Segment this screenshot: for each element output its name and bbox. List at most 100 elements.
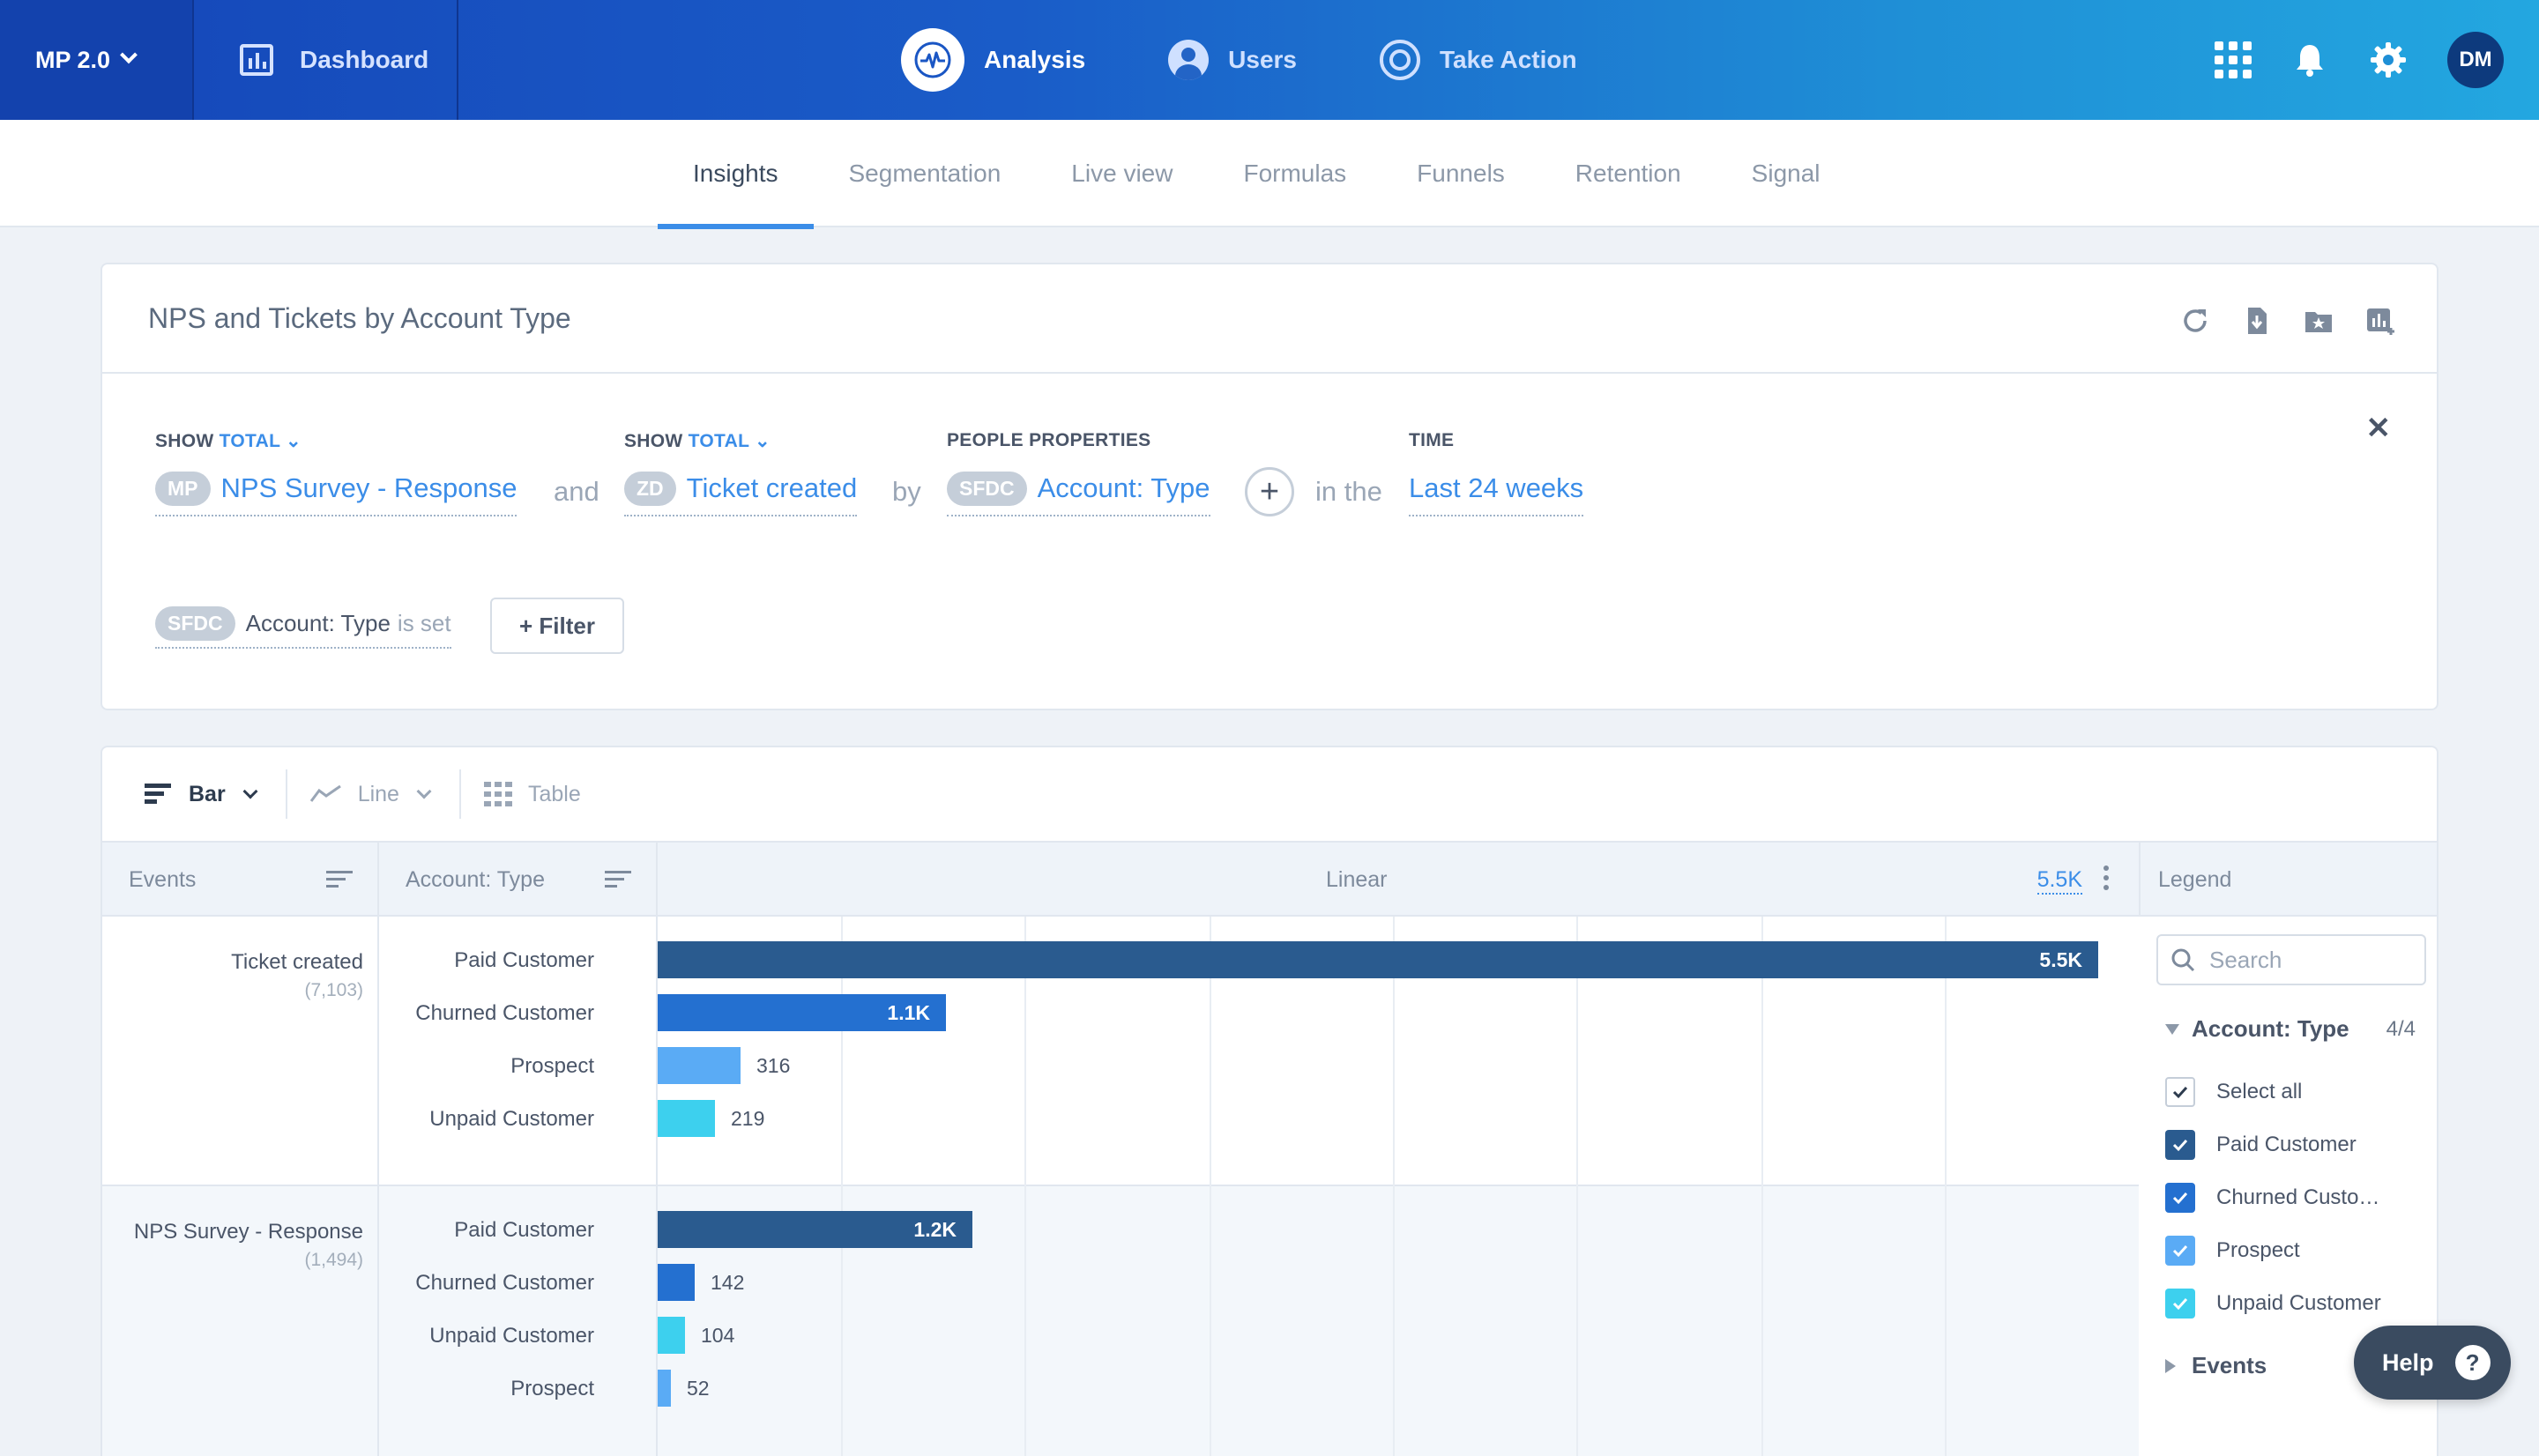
legend-item-paid-customer[interactable]: Paid Customer — [2165, 1130, 2357, 1160]
add-to-dashboard-icon[interactable] — [2364, 305, 2396, 337]
legend-item-unpaid-customer[interactable]: Unpaid Customer — [2165, 1289, 2381, 1319]
tab-formulas[interactable]: Formulas — [1243, 160, 1347, 187]
source-badge-sfdc: SFDC — [155, 605, 235, 641]
bar[interactable]: 1.1K — [658, 994, 946, 1031]
chevron-down-icon — [242, 784, 258, 799]
checkbox[interactable] — [2165, 1183, 2195, 1213]
project-switcher[interactable]: MP 2.0 — [0, 0, 192, 120]
legend-item-prospect[interactable]: Prospect — [2165, 1236, 2300, 1266]
sort-icon[interactable] — [326, 871, 353, 890]
report-title[interactable]: NPS and Tickets by Account Type — [148, 301, 571, 334]
more-options-icon[interactable] — [2103, 865, 2109, 895]
col-property-header: Account: Type — [406, 866, 545, 892]
viz-line-label: Line — [357, 781, 399, 806]
filter-operator: is set — [397, 609, 451, 636]
table-icon — [483, 782, 512, 806]
bar[interactable] — [658, 1264, 695, 1301]
nav-analysis-label: Analysis — [984, 46, 1086, 73]
legend-group-count: 4/4 — [2386, 1016, 2416, 1041]
legend-item-churned-customer[interactable]: Churned Custo… — [2165, 1183, 2379, 1213]
bell-icon[interactable] — [2294, 42, 2326, 78]
add-filter-button[interactable]: + Filter — [490, 598, 624, 654]
chevron-down-icon: ⌄ — [754, 431, 771, 451]
tab-insights[interactable]: Insights — [658, 120, 814, 229]
nav-take-action[interactable]: Take Action — [1380, 40, 1577, 80]
viz-table-button[interactable]: Table — [483, 769, 611, 819]
help-button[interactable]: Help ? — [2354, 1326, 2511, 1400]
scale-label[interactable]: Linear — [1326, 866, 1388, 892]
nav-users-label: Users — [1228, 46, 1298, 73]
category-label: Unpaid Customer — [429, 1324, 594, 1348]
property-selector[interactable]: SFDC Account: Type — [947, 467, 1210, 516]
checkbox[interactable] — [2165, 1130, 2195, 1160]
event-name: NPS Survey - Response — [133, 1220, 363, 1244]
gear-icon[interactable] — [2370, 41, 2407, 78]
event-selector-2[interactable]: ZD Ticket created — [624, 467, 858, 516]
time-value: Last 24 weeks — [1409, 472, 1584, 503]
save-bookmark-icon[interactable] — [2303, 305, 2334, 337]
tab-live-view[interactable]: Live view — [1071, 160, 1173, 187]
show-value-1: TOTAL — [219, 431, 280, 451]
event-selector-1[interactable]: MP NPS Survey - Response — [155, 467, 517, 516]
and-text: and — [554, 476, 599, 507]
show-selector-2[interactable]: SHOW TOTAL ⌄ — [624, 430, 771, 452]
dashboard-link[interactable]: Dashboard — [192, 0, 458, 120]
chevron-down-icon — [416, 784, 432, 799]
table-header: Events Account: Type Linear 5.5K Legend — [102, 843, 2437, 917]
nav-users[interactable]: Users — [1168, 40, 1297, 80]
export-icon[interactable] — [2241, 305, 2273, 337]
category-label: Churned Customer — [415, 1001, 594, 1025]
source-badge-sfdc: SFDC — [947, 471, 1027, 506]
bar-value-label: 219 — [731, 1107, 765, 1130]
bar[interactable] — [658, 1317, 685, 1354]
category-label: Unpaid Customer — [429, 1107, 594, 1131]
bar[interactable] — [658, 1047, 741, 1084]
checkbox[interactable] — [2165, 1236, 2195, 1266]
legend-select-all[interactable]: Select all — [2165, 1077, 2302, 1107]
checkbox[interactable] — [2165, 1289, 2195, 1319]
add-property-button[interactable]: + — [1245, 467, 1294, 516]
tab-signal[interactable]: Signal — [1751, 160, 1820, 187]
help-label: Help — [2382, 1348, 2434, 1376]
bar-chart-icon — [145, 784, 171, 804]
bar[interactable]: 1.2K — [658, 1211, 972, 1248]
legend-search-input[interactable]: Search — [2156, 934, 2426, 985]
bar-value-label: 104 — [701, 1324, 735, 1347]
legend-events-label: Events — [2192, 1352, 2267, 1378]
refresh-icon[interactable] — [2179, 305, 2211, 337]
event-name-2: Ticket created — [686, 472, 858, 503]
checkbox[interactable] — [2165, 1077, 2195, 1107]
legend-item-label: Paid Customer — [2216, 1133, 2357, 1156]
tab-segmentation[interactable]: Segmentation — [848, 160, 1001, 187]
property-name: Account: Type — [1037, 472, 1210, 503]
time-selector[interactable]: Last 24 weeks — [1409, 467, 1584, 516]
nav-analysis[interactable]: Analysis — [901, 28, 1085, 92]
show-value-2: TOTAL — [688, 431, 749, 451]
tab-funnels[interactable]: Funnels — [1417, 160, 1505, 187]
viz-bar-button[interactable]: Bar — [145, 769, 287, 819]
tab-retention[interactable]: Retention — [1575, 160, 1681, 187]
avatar[interactable]: DM — [2447, 32, 2504, 88]
search-placeholder: Search — [2209, 946, 2282, 973]
report-title-bar: NPS and Tickets by Account Type — [102, 264, 2437, 374]
filter-clause[interactable]: SFDC Account: Type is set — [155, 603, 451, 649]
in-the-text: in the — [1315, 476, 1382, 507]
filter-property: Account: Type — [245, 609, 391, 636]
category-label: Prospect — [510, 1054, 594, 1078]
col-events-header: Events — [129, 866, 197, 892]
viz-line-button[interactable]: Line — [309, 769, 461, 819]
sort-icon[interactable] — [605, 871, 631, 890]
apps-grid-icon[interactable] — [2215, 41, 2252, 78]
category-label: Paid Customer — [454, 1218, 594, 1242]
max-value[interactable]: 5.5K — [2036, 867, 2082, 895]
caret-down-icon — [2165, 1023, 2179, 1035]
close-icon[interactable]: ✕ — [2365, 412, 2392, 445]
legend-group-account-type[interactable]: Account: Type 4/4 — [2165, 1015, 2416, 1043]
people-properties-label: PEOPLE PROPERTIES — [947, 430, 1151, 450]
bar[interactable] — [658, 1100, 715, 1137]
show-selector-1[interactable]: SHOW TOTAL ⌄ — [155, 430, 302, 452]
legend-group-events[interactable]: Events — [2165, 1352, 2416, 1379]
top-nav: MP 2.0 Dashboard Analysis Users Take Act… — [0, 0, 2539, 120]
bar[interactable]: 5.5K — [658, 941, 2098, 978]
bar[interactable] — [658, 1370, 671, 1407]
